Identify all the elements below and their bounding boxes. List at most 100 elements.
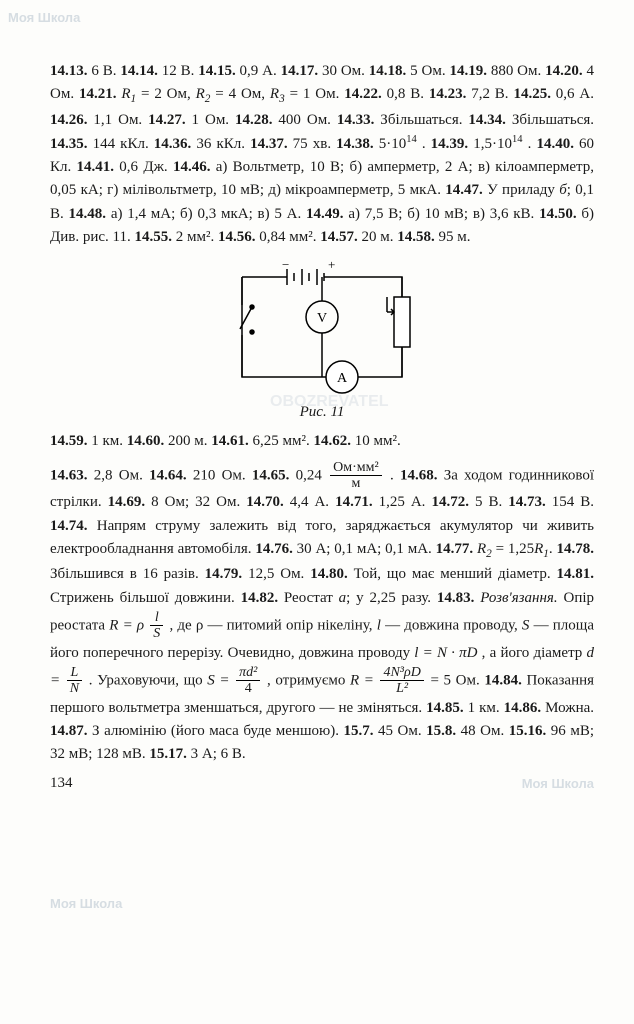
answer-text: 210 Ом. [187,467,252,483]
answer-text: 1 км. [464,700,504,716]
formula: R = [350,672,379,688]
task-num: 14.46. [173,159,211,175]
answer-text: 0,24 [289,467,328,483]
formula: l = N · πD [414,645,477,661]
answer-text: 2,8 Ом. [88,467,150,483]
answer-text: . [390,467,400,483]
answer-text: 0,84 мм². [255,229,320,245]
circuit-svg: V A − + [222,257,422,397]
svg-text:V: V [317,311,327,326]
fraction: πd²4 [234,665,262,697]
answer-text: 30 Ом. [318,63,369,79]
answer-text: 1,25 А. [373,494,432,510]
task-num: 14.41. [77,159,115,175]
task-num: 14.72. [431,494,469,510]
task-num: 14.56. [218,229,256,245]
task-num: 14.40. [536,136,574,152]
answers-block-1: 14.13. 6 В. 14.14. 12 В. 14.15. 0,9 А. 1… [50,60,594,249]
answer-text: 5 Ом. [406,63,449,79]
task-num: 14.15. [198,63,236,79]
task-num: 14.35. [50,136,88,152]
task-num: 14.71. [335,494,373,510]
answer-text: Збільшаться. [374,112,468,128]
task-num: 15.16. [509,723,547,739]
task-num: 14.17. [281,63,319,79]
page: Моя Школа OBOZREVATEL Моя Школа Моя Школ… [0,0,634,1024]
answers-block-2: 14.59. 1 км. 14.60. 200 м. 14.61. 6,25 м… [50,430,594,453]
task-num: 14.60. [127,433,165,449]
page-number: 134 [50,772,594,795]
answer-text: 12 В. [158,63,198,79]
watermark-bottom-left: Моя Школа [50,894,122,914]
task-num: 14.85. [426,700,464,716]
task-num: 14.37. [250,136,288,152]
answer-text: 30 А; 0,1 мА; 0,1 мА. [293,541,436,557]
answer-text: — довжина проводу, [385,617,522,633]
answer-text: 3 А; 6 В. [187,746,246,762]
answer-text: 1,1 Ом. [88,112,149,128]
task-num: 14.34. [468,112,506,128]
task-num: 14.13. [50,63,88,79]
answer-text: 12,5 Ом. [242,566,310,582]
answer-text: Стрижень більшої довжини. [50,590,241,606]
figure-caption: Рис. 11 [50,401,594,424]
task-num: 14.62. [314,433,352,449]
task-num: 14.39. [431,136,469,152]
task-num: 14.36. [154,136,192,152]
var-R2: R2 [196,86,211,102]
answer-text: , а його діаметр [482,645,587,661]
task-num: 14.26. [50,112,88,128]
task-num: 14.14. [120,63,158,79]
answer-text: а) 1,4 мА; б) 0,3 мкА; в) 5 А. [106,206,306,222]
answer-text: 6 В. [88,63,121,79]
answer-text: 5 В. [469,494,508,510]
var: S [522,617,530,633]
task-num: 14.78. [557,541,595,557]
answer-text: 48 Ом. [456,723,509,739]
task-num: 14.49. [306,206,344,222]
task-num: 14.81. [557,566,595,582]
answer-text: = 4 Ом, [210,86,270,102]
answer-text: 5·1014 . [374,136,431,152]
task-num: 14.84. [484,672,522,688]
task-num: 14.65. [252,467,290,483]
answer-text: Можна. [541,700,594,716]
task-num: 14.58. [397,229,435,245]
answer-text: 36 кКл. [191,136,250,152]
task-num: 14.64. [149,467,187,483]
task-num: 14.25. [513,86,551,102]
answer-text: = 2 Ом, [136,86,196,102]
task-num: 14.73. [508,494,546,510]
task-num: 15.17. [149,746,187,762]
answer-text: 4,4 А. [284,494,335,510]
answer-text: 0,9 А. [236,63,281,79]
fraction: lS [148,610,165,642]
task-num: 14.61. [211,433,249,449]
answer-text: , отримуємо [267,672,350,688]
task-num: 14.80. [310,566,348,582]
fraction: LN [65,665,84,697]
task-num: 15.8. [426,723,456,739]
answer-text: Збільшаться. [506,112,594,128]
answer-text: . Ураховуючи, що [89,672,208,688]
answer-text: 0,6 А. [551,86,594,102]
answer-text: 75 хв. [288,136,337,152]
formula: S = [207,672,234,688]
answer-text: , де ρ — питомий опір нікеліну, [169,617,376,633]
task-num: 14.38. [336,136,374,152]
task-num: 15.7. [343,723,373,739]
svg-text:+: + [328,257,335,272]
answer-text: 20 м. [358,229,398,245]
answer-text: 2 мм². [172,229,218,245]
task-num: 14.27. [148,112,186,128]
fraction: Ом·мм²м [328,460,384,492]
task-num: 14.18. [369,63,407,79]
fraction: 4N³ρDL² [378,665,425,697]
task-num: 14.74. [50,518,88,534]
task-num: 14.59. [50,433,88,449]
answer-text: Той, що має менший діаметр. [348,566,557,582]
answer-text: 10 мм². [351,433,401,449]
task-num: 14.70. [246,494,284,510]
solution-label: Розв'язання. [480,590,557,606]
answer-text: 0,6 Дж. [114,159,173,175]
